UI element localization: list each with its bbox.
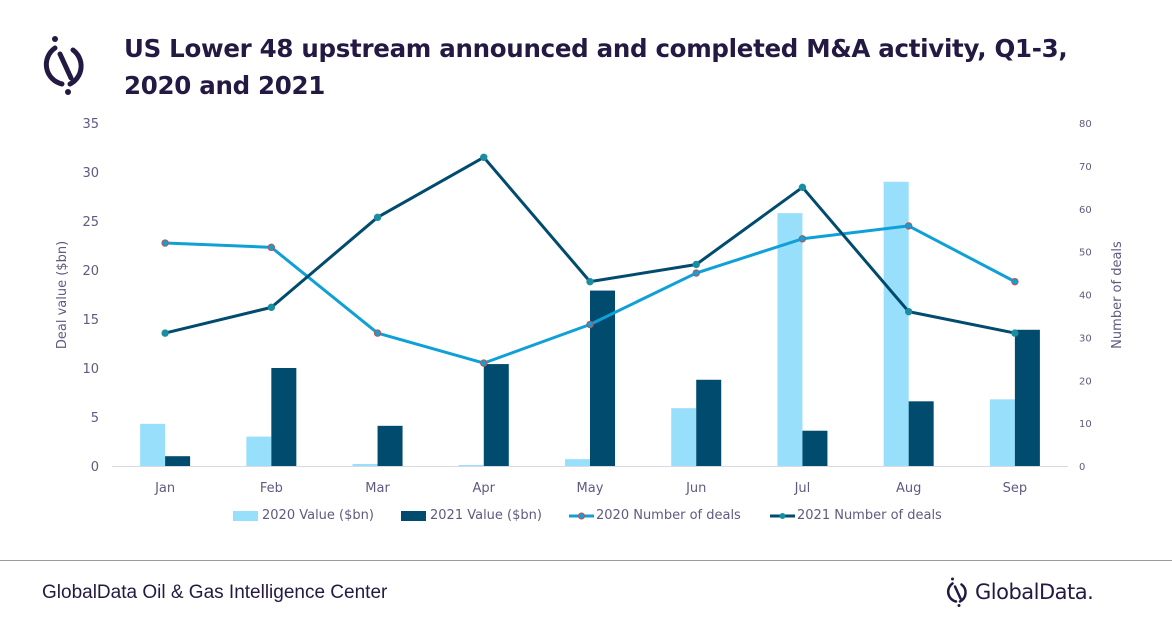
- bar-2020-value: [140, 423, 166, 466]
- x-tick-label: Apr: [473, 481, 496, 496]
- bar-2020-value: [883, 181, 909, 467]
- point-2021-deals: [1011, 329, 1019, 337]
- legend-label: 2020 Number of deals: [596, 508, 741, 523]
- bar-2021-value: [483, 364, 509, 466]
- y2-axis-title: Number of deals: [1110, 241, 1125, 349]
- y2-tick-label: 60: [1079, 205, 1092, 216]
- legend-item-2021-value: 2021 Value ($bn): [401, 508, 542, 523]
- x-tick-label: Sep: [1003, 481, 1028, 496]
- x-tick-label: Jan: [154, 481, 175, 496]
- bar-2021-value: [1014, 329, 1040, 466]
- y2-tick-label: 80: [1079, 119, 1092, 130]
- bar-2020-value: [246, 436, 272, 466]
- legend-line-2021-deals: [770, 512, 795, 519]
- point-2020-deals: [692, 269, 700, 277]
- x-tick-label: Jul: [794, 481, 811, 496]
- legend-item-2020-value: 2020 Value ($bn): [233, 508, 374, 523]
- chart-title: US Lower 48 upstream announced and compl…: [124, 34, 1068, 100]
- chart: 0 5 10 15 20 25 30 35 0 10 20 30 40 50 60 70 80 Deal valu…: [55, 117, 1125, 496]
- point-2020-deals: [161, 239, 169, 247]
- y-tick-label: 15: [82, 313, 99, 328]
- bar-2020-value: [458, 465, 484, 466]
- legend-label: 2021 Number of deals: [797, 508, 942, 523]
- y-tick-label: 30: [82, 166, 99, 181]
- point-2020-deals: [798, 235, 807, 243]
- bar-2020-value: [352, 464, 378, 466]
- y-tick-label: 20: [82, 264, 99, 279]
- y2-tick-label: 50: [1079, 248, 1092, 259]
- source-label: GlobalData Oil & Gas Intelligence Center: [42, 582, 388, 603]
- y-tick-label: 25: [82, 215, 99, 230]
- y2-tick-label: 40: [1079, 291, 1092, 302]
- legend: 2020 Value ($bn) 2021 Value ($bn) 2020 N…: [0, 508, 1172, 528]
- globaldata-logo-icon: [43, 36, 84, 95]
- y-tick-label: 35: [82, 117, 99, 132]
- point-2020-deals: [586, 320, 594, 329]
- footer-logo: GlobalData.: [945, 574, 1094, 610]
- x-tick-label: Feb: [260, 481, 283, 496]
- point-2020-deals: [904, 222, 913, 230]
- y2-tick-label: 30: [1079, 333, 1092, 344]
- bar-2020-value: [671, 408, 697, 466]
- point-2021-deals: [373, 213, 382, 222]
- legend-swatch-2020-value: [233, 510, 258, 521]
- point-2020-deals: [267, 243, 276, 252]
- legend-label: 2020 Value ($bn): [262, 508, 374, 523]
- legend-item-2020-deals: 2020 Number of deals: [569, 508, 741, 523]
- y2-tick-label: 0: [1079, 462, 1085, 473]
- bar-2020-value: [989, 399, 1015, 466]
- y-axis-title: Deal value ($bn): [55, 241, 70, 349]
- point-2021-deals: [267, 303, 276, 312]
- brand-name: GlobalData.: [975, 580, 1094, 604]
- globaldata-logo-icon: [946, 577, 967, 607]
- x-tick-label: Aug: [896, 481, 921, 496]
- point-2021-deals: [692, 260, 700, 269]
- legend-line-2020-deals: [569, 512, 594, 519]
- point-2020-deals: [1011, 277, 1019, 286]
- y-tick-label: 10: [82, 362, 99, 377]
- point-2020-deals: [373, 329, 382, 337]
- point-2021-deals: [904, 307, 913, 316]
- legend-swatch-2021-value: [401, 510, 426, 521]
- bar-2021-value: [165, 456, 191, 466]
- y2-tick-label: 10: [1079, 419, 1092, 430]
- y-tick-label: 0: [91, 460, 99, 475]
- point-2021-deals: [798, 183, 807, 192]
- legend-label: 2021 Value ($bn): [430, 508, 542, 523]
- footer-divider: [0, 560, 1172, 561]
- point-2021-deals: [586, 277, 594, 286]
- point-2021-deals: [161, 329, 169, 337]
- y-tick-label: 5: [91, 411, 99, 426]
- x-tick-label: Mar: [365, 481, 390, 496]
- legend-item-2021-deals: 2021 Number of deals: [770, 508, 942, 523]
- x-tick-label: May: [577, 481, 604, 496]
- bar-2020-value: [565, 459, 590, 466]
- y2-tick-label: 20: [1079, 376, 1092, 387]
- point-2021-deals: [480, 153, 488, 162]
- bar-2021-value: [908, 401, 934, 466]
- bar-2020-value: [777, 213, 803, 466]
- bar-2021-value: [696, 379, 722, 466]
- x-tick-label: Jun: [685, 481, 706, 496]
- point-2020-deals: [480, 359, 488, 367]
- bar-2021-value: [271, 368, 297, 466]
- bar-2021-value: [802, 430, 828, 466]
- y2-tick-label: 70: [1079, 162, 1092, 173]
- bar-2021-value: [377, 425, 403, 466]
